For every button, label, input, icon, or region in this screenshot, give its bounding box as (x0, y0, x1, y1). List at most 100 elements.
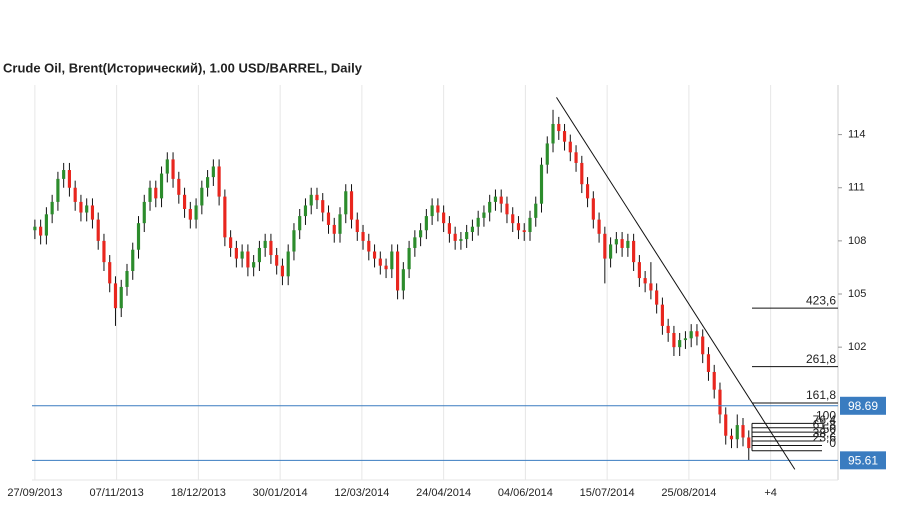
candle-body (499, 196, 503, 204)
candle-body (465, 232, 469, 240)
fib-label: 61,8 (813, 417, 837, 431)
fib-label: 261,8 (806, 352, 836, 366)
candle-body (73, 187, 77, 202)
candle-body (206, 177, 210, 188)
candle-body (614, 239, 618, 245)
candle-body (309, 194, 313, 206)
candle-body (620, 239, 624, 248)
candle-body (701, 336, 705, 355)
candle-body (511, 214, 515, 224)
candle-body (522, 230, 526, 233)
candle-body (407, 247, 411, 270)
candle-body (488, 201, 492, 213)
candle-body (56, 178, 60, 202)
x-tick-label: 07/11/2013 (90, 487, 144, 499)
candle-body (223, 196, 227, 238)
y-tick-label: 111 (848, 182, 865, 194)
candle-body (637, 262, 641, 279)
candle-body (534, 203, 538, 218)
candle-body (79, 201, 83, 213)
candle-body (626, 240, 630, 248)
fib-label: 0 (829, 436, 836, 450)
candle-body (436, 205, 440, 213)
candle-body (672, 332, 676, 348)
candle-body (303, 205, 308, 217)
candle-body (338, 214, 342, 234)
candle-body (649, 283, 653, 291)
candle-body (562, 131, 567, 142)
y-tick-label: 114 (848, 129, 866, 141)
candle-body (528, 217, 532, 233)
candle-body (482, 212, 486, 218)
candle-body (217, 166, 221, 197)
candle-body (643, 278, 647, 284)
candle-body (344, 191, 348, 215)
x-tick-label: 24/04/2014 (416, 487, 471, 499)
candle-body (724, 414, 728, 436)
candle-body (597, 219, 601, 234)
fib-label: 100 (816, 408, 836, 422)
candle-body (182, 194, 187, 209)
candle-body (568, 141, 572, 153)
candle-body (286, 251, 290, 277)
candle-body (660, 304, 664, 326)
candle-body (706, 354, 711, 372)
candle-body (390, 251, 394, 270)
fib-label: 161,8 (806, 388, 836, 402)
candle-body (470, 226, 475, 233)
y-tick-label: 108 (848, 235, 866, 247)
candle-body (678, 340, 682, 348)
candle-body (401, 269, 405, 291)
candle-body (378, 258, 382, 266)
candle-body (275, 255, 279, 266)
candle-body (580, 162, 584, 185)
candle-body (200, 187, 204, 206)
candle-body (355, 219, 359, 233)
candle-body (269, 240, 273, 256)
candle-body (154, 187, 158, 199)
candle-body (33, 226, 37, 231)
candle-body (257, 247, 261, 263)
candle-body (747, 437, 751, 449)
trendline (556, 97, 796, 470)
candle-body (234, 247, 238, 259)
x-tick-label: 18/12/2013 (171, 487, 226, 499)
candle-body (252, 262, 256, 268)
x-tick-label: 12/03/2014 (334, 487, 389, 499)
candle-body (90, 205, 95, 220)
candle-body (96, 219, 100, 241)
candle-body (424, 216, 428, 231)
candle-body (125, 270, 129, 287)
candle-body (689, 331, 693, 339)
candle-body (395, 251, 400, 291)
candle-body (695, 331, 699, 337)
y-tick-label: 102 (848, 341, 866, 353)
fib-label: 76,4 (813, 413, 837, 427)
candle-body (85, 205, 89, 213)
candle-body (585, 184, 590, 199)
candle-body (229, 237, 233, 248)
candle-body (574, 152, 578, 163)
candle-body (741, 425, 745, 438)
fib-label: 23,6 (813, 431, 837, 445)
candle-body (50, 201, 54, 215)
candle-body (666, 325, 670, 333)
candle-body (326, 212, 331, 225)
candle-body (165, 159, 169, 174)
candle-body (551, 123, 555, 144)
candle-body (315, 194, 319, 201)
y-tick-label: 105 (848, 288, 866, 300)
candle-body (171, 159, 175, 179)
fib-label: 423,6 (806, 293, 836, 307)
candle-body (367, 240, 371, 252)
candle-body (240, 251, 244, 259)
candle-body (194, 205, 198, 220)
x-tick-label: 04/06/2014 (498, 487, 553, 499)
candle-body (263, 240, 267, 248)
candle-body (557, 123, 561, 132)
price-tag-label: 95.61 (848, 454, 878, 468)
candle-body (298, 216, 302, 231)
candle-body (505, 203, 509, 215)
candle-body (735, 425, 739, 440)
